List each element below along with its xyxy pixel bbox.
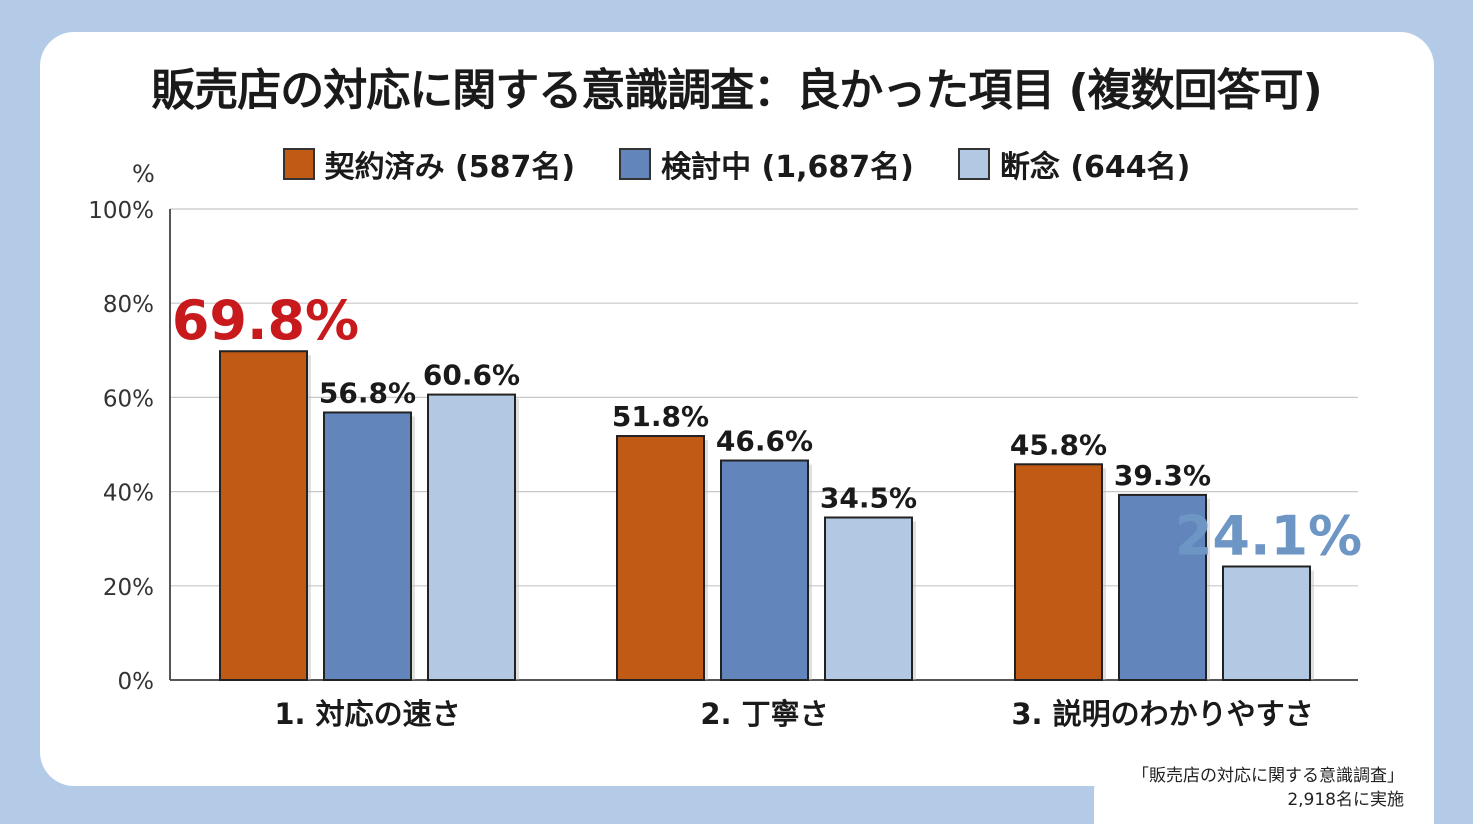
x-category-label: 3. 説明のわかりやすさ — [1011, 697, 1313, 731]
bar-value-label: 39.3% — [1114, 459, 1211, 492]
bar — [1222, 565, 1311, 682]
chart-title: 販売店の対応に関する意識調査：良かった項目 (複数回答可) — [151, 65, 1323, 116]
legend-label-gave-up: 断念 (644名) — [999, 150, 1191, 185]
source-line-2: 2,918名に実施 — [1287, 790, 1404, 810]
legend-swatch-considering — [619, 148, 652, 180]
legend-item-considering: 検討中 (1,687名) — [619, 142, 914, 186]
y-tick-label: 60% — [103, 386, 154, 412]
bar — [824, 516, 913, 681]
sparkle-icon: ✦ — [1386, 737, 1425, 791]
bar — [1118, 493, 1207, 681]
bar — [323, 411, 412, 681]
y-tick-label: 40% — [103, 481, 154, 507]
bar — [1014, 463, 1103, 682]
x-category-label: 2. 丁寧さ — [700, 697, 828, 731]
source-line-1: 「販売店の対応に関する意識調査」 — [1132, 766, 1404, 786]
y-tick-label: 20% — [103, 575, 154, 601]
bar-value-label: 45.8% — [1010, 428, 1107, 461]
legend-swatch-gave-up — [957, 148, 990, 180]
bar — [219, 350, 308, 681]
y-tick-label: 100% — [88, 198, 154, 224]
bar — [427, 393, 516, 681]
y-axis-unit-label: % — [132, 160, 155, 188]
legend: 契約済み (587名) 検討中 (1,687名) 断念 (644名) — [0, 142, 1473, 186]
legend-swatch-contracted — [282, 148, 315, 180]
bar-value-label: 56.8% — [319, 376, 416, 409]
y-tick-label: 0% — [118, 669, 155, 695]
bar-value-label: 46.6% — [716, 425, 813, 458]
bar — [616, 435, 705, 681]
legend-item-contracted: 契約済み (587名) — [282, 142, 576, 186]
legend-label-contracted: 契約済み (587名) — [324, 150, 576, 185]
x-category-label: 1. 対応の速さ — [274, 697, 460, 731]
legend-item-gave-up: 断念 (644名) — [957, 142, 1191, 186]
source-note: 「販売店の対応に関する意識調査」 2,918名に実施 — [1094, 752, 1434, 824]
bar-value-label: 24.1% — [1175, 504, 1362, 567]
y-tick-label: 80% — [103, 292, 154, 318]
legend-label-considering: 検討中 (1,687名) — [661, 150, 914, 185]
bar-value-label: 34.5% — [820, 482, 917, 515]
bar-value-label: 60.6% — [423, 359, 520, 392]
bar-value-label: 51.8% — [612, 400, 709, 433]
bar — [720, 459, 809, 681]
bar-value-label: 69.8% — [172, 289, 359, 352]
